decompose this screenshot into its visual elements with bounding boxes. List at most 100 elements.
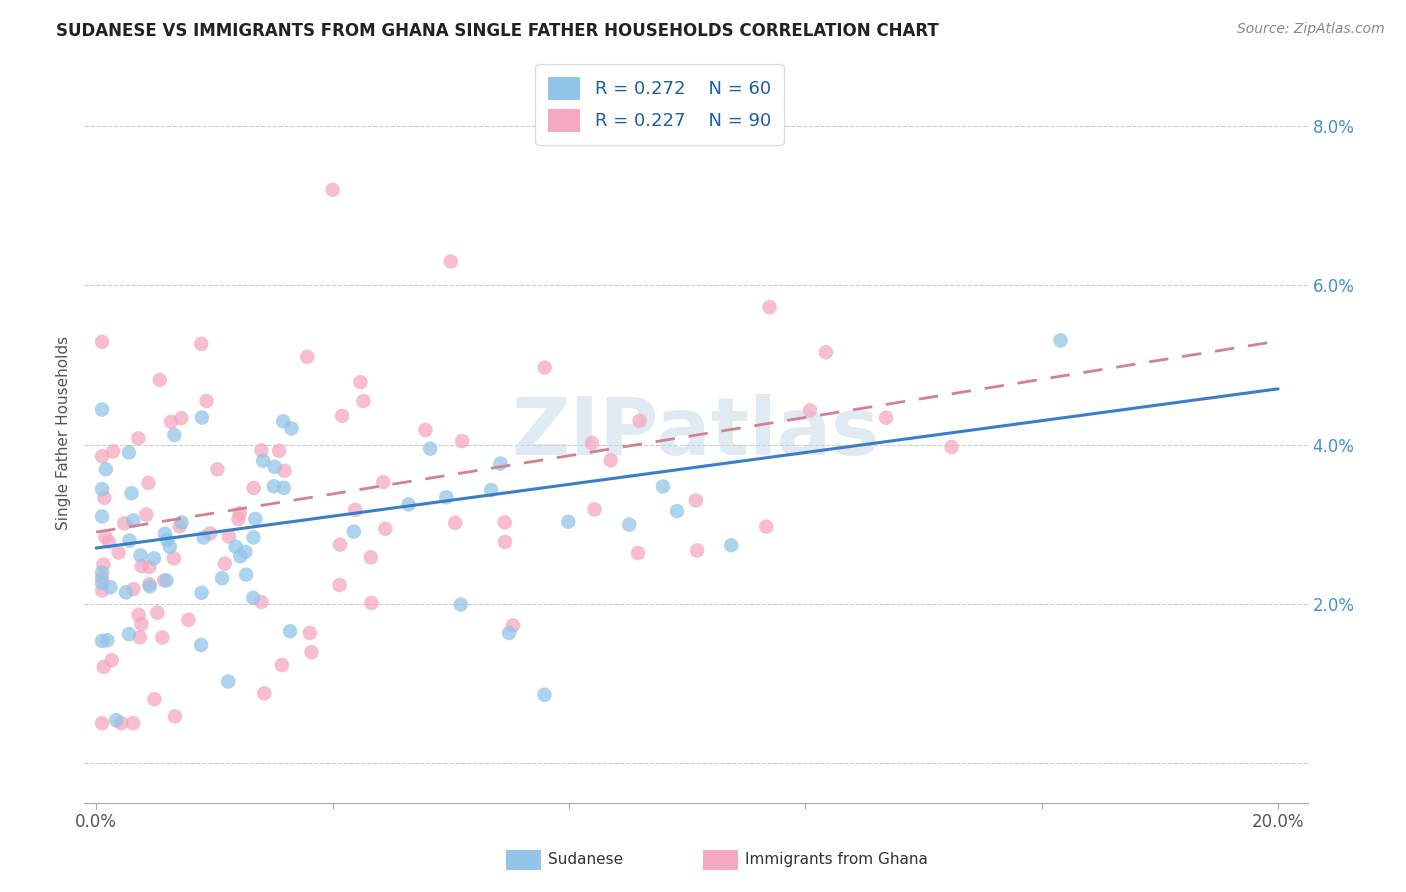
Point xyxy=(153,574,176,588)
Point xyxy=(235,567,257,582)
Point xyxy=(489,457,512,471)
Point xyxy=(235,545,257,559)
Point xyxy=(105,713,128,727)
Point xyxy=(250,595,273,609)
Text: Source: ZipAtlas.com: Source: ZipAtlas.com xyxy=(1237,22,1385,37)
Point xyxy=(163,709,186,723)
Point xyxy=(330,409,353,423)
Point xyxy=(142,551,165,566)
Point xyxy=(440,254,463,268)
Point xyxy=(301,645,323,659)
Point xyxy=(96,633,118,648)
Point xyxy=(479,483,502,497)
Point xyxy=(118,445,141,459)
Point xyxy=(190,638,212,652)
Point xyxy=(101,444,124,458)
Point xyxy=(163,551,186,566)
Point xyxy=(344,503,367,517)
Point xyxy=(533,360,555,375)
Point xyxy=(229,549,252,564)
Point xyxy=(494,516,516,530)
Point xyxy=(98,580,121,594)
Point xyxy=(627,546,650,560)
Point xyxy=(720,538,742,552)
Point xyxy=(91,634,114,648)
Point xyxy=(159,540,181,554)
Point xyxy=(190,336,212,351)
Point xyxy=(207,462,229,476)
Point xyxy=(628,414,651,428)
Point xyxy=(242,531,264,545)
Point xyxy=(127,431,149,445)
Point xyxy=(195,394,218,409)
Point xyxy=(91,509,114,524)
Point xyxy=(91,449,114,463)
Point xyxy=(297,350,319,364)
Point xyxy=(91,583,114,598)
Point xyxy=(122,716,145,731)
Point xyxy=(122,513,145,527)
Point xyxy=(100,653,122,667)
Point xyxy=(322,183,344,197)
Point xyxy=(263,459,285,474)
Point xyxy=(177,613,200,627)
Point xyxy=(91,334,114,349)
Point xyxy=(156,533,179,547)
Point xyxy=(211,571,233,585)
Point xyxy=(875,410,897,425)
Point xyxy=(502,618,524,632)
Point xyxy=(242,591,264,605)
Point xyxy=(122,582,145,597)
Point xyxy=(91,402,114,417)
Point xyxy=(245,512,267,526)
Point xyxy=(153,526,176,541)
Point xyxy=(214,557,236,571)
Text: SUDANESE VS IMMIGRANTS FROM GHANA SINGLE FATHER HOUSEHOLDS CORRELATION CHART: SUDANESE VS IMMIGRANTS FROM GHANA SINGLE… xyxy=(56,22,939,40)
Point xyxy=(583,502,606,516)
Point xyxy=(129,549,152,563)
Point xyxy=(252,454,274,468)
Point xyxy=(91,558,114,572)
Point xyxy=(652,479,675,493)
Point xyxy=(225,540,247,554)
Text: Immigrants from Ghana: Immigrants from Ghana xyxy=(745,853,928,867)
Point xyxy=(814,345,837,359)
Point xyxy=(160,415,183,429)
Point xyxy=(273,464,295,478)
Point xyxy=(138,560,160,574)
Point xyxy=(360,596,382,610)
Point xyxy=(115,585,138,599)
Point xyxy=(685,493,707,508)
Point xyxy=(129,630,152,644)
Point xyxy=(155,574,177,588)
Point xyxy=(91,566,114,580)
Point xyxy=(242,481,264,495)
Point xyxy=(107,546,129,560)
Point xyxy=(498,626,520,640)
Point xyxy=(434,491,457,505)
Point xyxy=(343,524,366,539)
Point xyxy=(250,443,273,458)
Point xyxy=(360,550,382,565)
Point xyxy=(349,375,371,389)
Point xyxy=(329,538,352,552)
Point xyxy=(91,482,114,496)
Point xyxy=(228,506,250,520)
Point xyxy=(193,531,215,545)
Point xyxy=(98,535,121,549)
Point xyxy=(93,491,115,505)
Legend: R = 0.272    N = 60, R = 0.227    N = 90: R = 0.272 N = 60, R = 0.227 N = 90 xyxy=(536,64,783,145)
Point xyxy=(450,598,472,612)
Point xyxy=(138,577,160,591)
Point xyxy=(298,626,321,640)
Point xyxy=(118,533,141,548)
Point xyxy=(1049,334,1071,348)
Text: Sudanese: Sudanese xyxy=(548,853,623,867)
Y-axis label: Single Father Households: Single Father Households xyxy=(56,335,72,530)
Point xyxy=(112,516,135,531)
Point xyxy=(190,586,212,600)
Text: ZIPatlas: ZIPatlas xyxy=(512,393,880,472)
Point xyxy=(94,462,117,476)
Point xyxy=(271,414,294,428)
Point xyxy=(352,394,374,409)
